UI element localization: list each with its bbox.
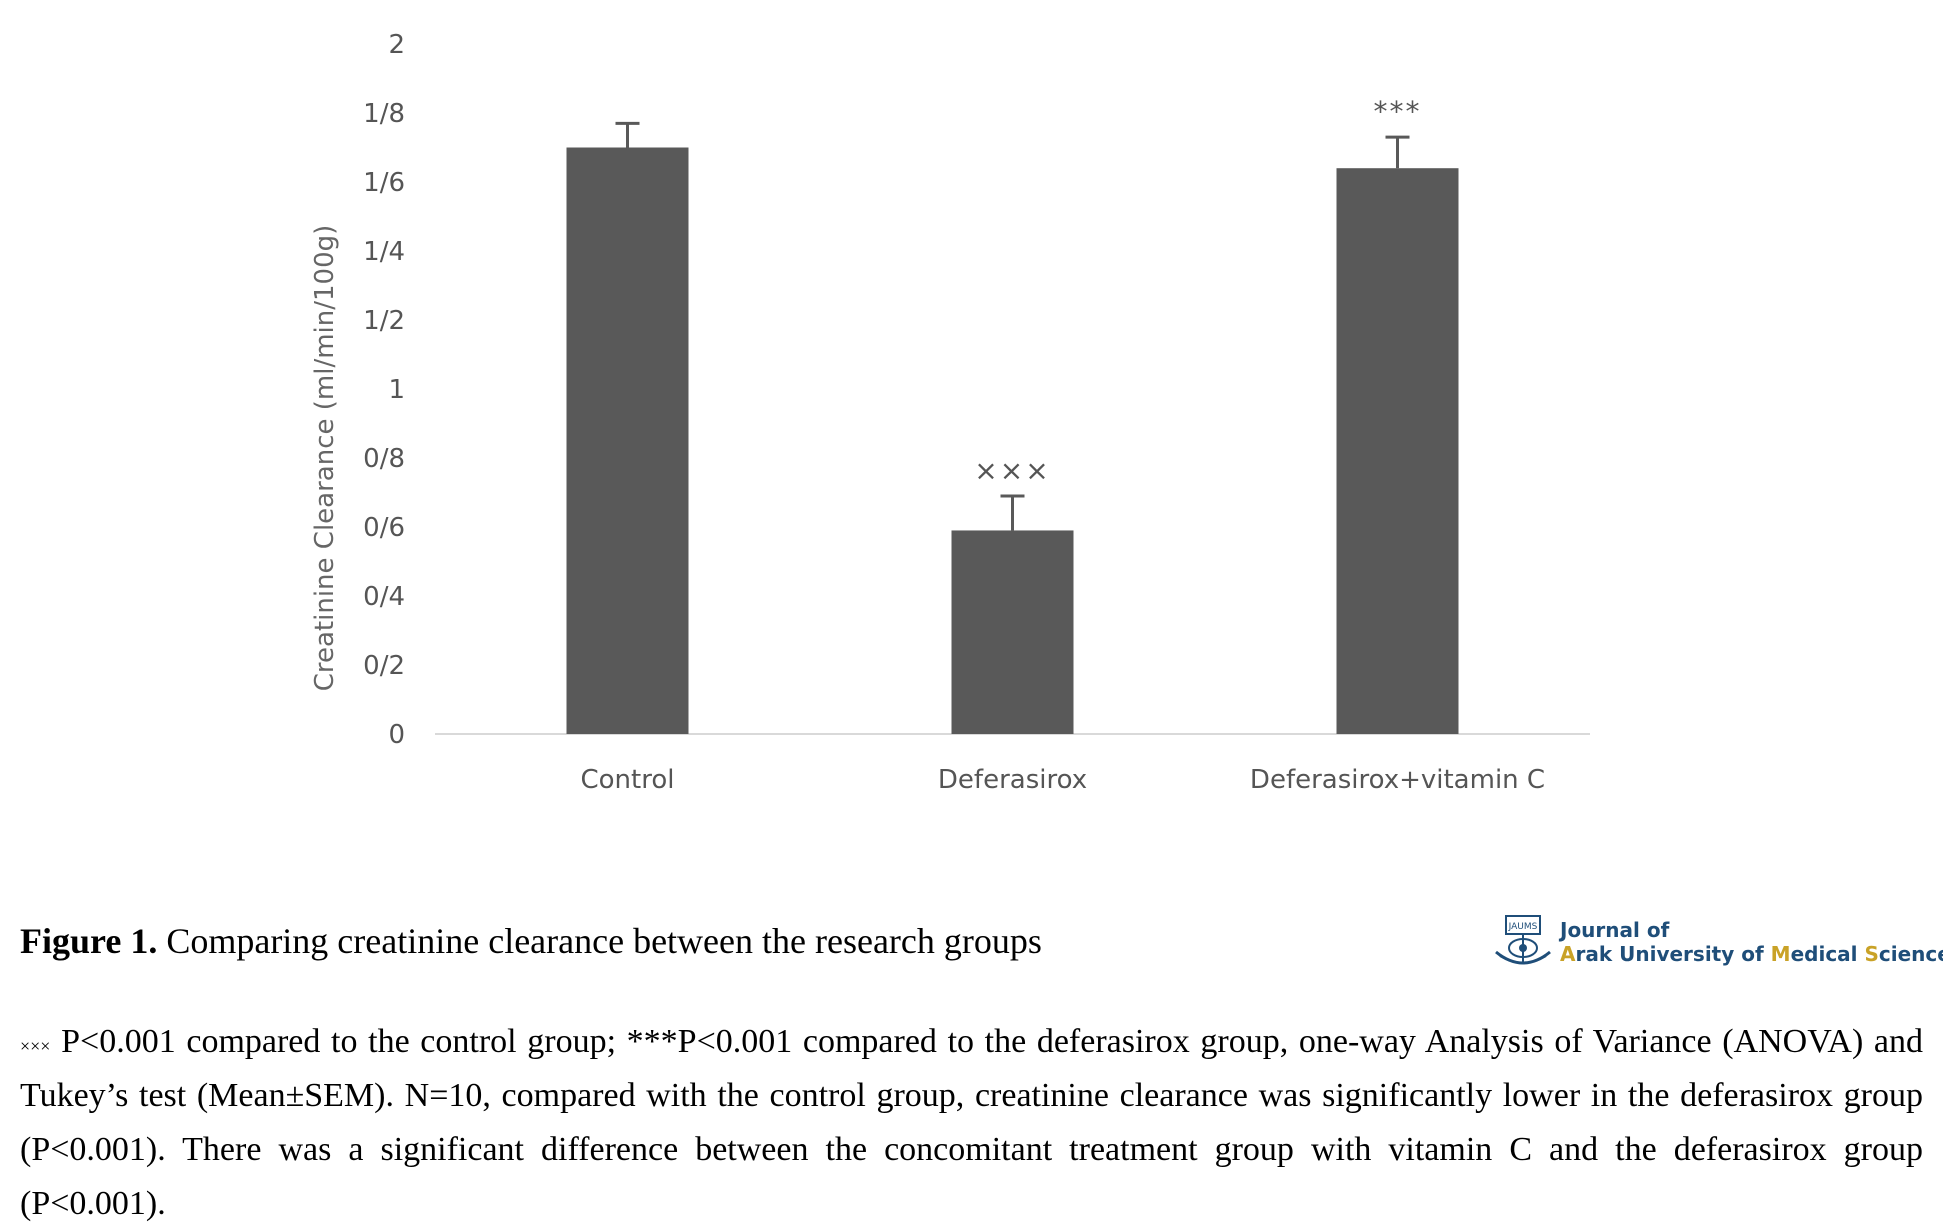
bars bbox=[566, 147, 1459, 734]
y-tick-label: 1/6 bbox=[363, 168, 405, 198]
journal-name-line1: Journal of bbox=[1560, 918, 1670, 942]
bar bbox=[951, 530, 1074, 734]
y-tick-label: 0/8 bbox=[363, 444, 405, 474]
x-tick-label: Deferasirox+vitamin C bbox=[1250, 765, 1545, 795]
y-tick-label: 0/4 bbox=[363, 582, 405, 612]
x-axis-categories: Control Deferasirox Deferasirox+vitamin C bbox=[581, 765, 1546, 795]
error-bar bbox=[1000, 494, 1025, 531]
y-axis-label: Creatinine Clearance (ml/min/100g) bbox=[310, 225, 340, 692]
bar-chart: 0 0/2 0/4 0/6 0/8 1 1/2 1/4 1/6 1/8 2 ××× *** Contr… bbox=[310, 30, 1590, 795]
y-tick-label: 1/2 bbox=[363, 306, 405, 336]
figure-label: Figure 1. bbox=[20, 921, 158, 961]
notes-text: P<0.001 compared to the control group; *… bbox=[20, 1023, 1924, 1222]
y-tick-label: 2 bbox=[388, 30, 405, 60]
journal-name-line2: Arak University of Medical Sciences bbox=[1560, 942, 1943, 966]
error-bar bbox=[1385, 135, 1410, 169]
svg-text:JAUMS: JAUMS bbox=[1508, 922, 1538, 932]
y-axis-ticks: 0 0/2 0/4 0/6 0/8 1 1/2 1/4 1/6 1/8 2 bbox=[363, 30, 405, 750]
figure-title: Comparing creatinine clearance between t… bbox=[166, 921, 1042, 961]
figure-notes: ××× P<0.001 compared to the control grou… bbox=[20, 1015, 1923, 1231]
x-tick-label: Deferasirox bbox=[938, 765, 1087, 795]
significance-marker: ××× bbox=[20, 1036, 51, 1056]
figure-caption: Figure 1. Comparing creatinine clearance… bbox=[20, 920, 1042, 962]
bar bbox=[566, 147, 689, 734]
significance-label: ××× bbox=[974, 454, 1050, 487]
significance-label: *** bbox=[1374, 95, 1422, 128]
journal-logo: JAUMS Journal of Arak University of Medi… bbox=[1492, 912, 1943, 974]
y-tick-label: 0/6 bbox=[363, 513, 405, 543]
error-bar bbox=[615, 121, 640, 148]
journal-name: Journal of Arak University of Medical Sc… bbox=[1560, 918, 1943, 966]
significance-markers: ××× *** bbox=[974, 95, 1422, 487]
y-tick-label: 1 bbox=[388, 375, 405, 405]
x-tick-label: Control bbox=[581, 765, 675, 795]
y-tick-label: 1/4 bbox=[363, 237, 405, 267]
y-tick-label: 1/8 bbox=[363, 99, 405, 129]
bar bbox=[1336, 168, 1459, 734]
y-tick-label: 0 bbox=[388, 720, 405, 750]
y-tick-label: 0/2 bbox=[363, 651, 405, 681]
journal-emblem-icon: JAUMS bbox=[1495, 915, 1551, 965]
error-bars bbox=[615, 121, 1410, 531]
